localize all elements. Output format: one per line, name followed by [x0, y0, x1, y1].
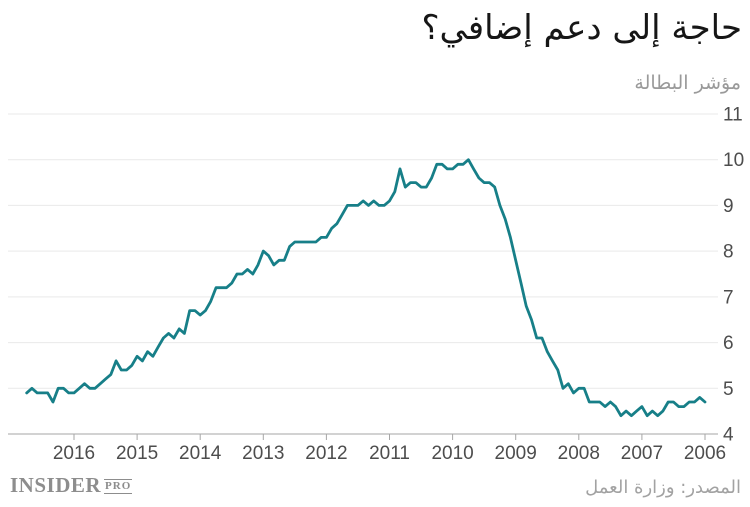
x-tick-label: 2007	[621, 443, 663, 464]
y-axis-title: مؤشر البطالة	[634, 72, 741, 94]
x-tick-label: 2013	[242, 443, 284, 464]
page-title: حاجة إلى دعم إضافي؟	[421, 8, 742, 48]
x-tick-label: 2016	[53, 443, 95, 464]
insider-pro-logo: INSIDER PRO	[10, 473, 133, 497]
y-tick-label: 4	[723, 425, 734, 446]
x-tick-label: 2014	[179, 443, 222, 464]
logo-insider-text: INSIDER	[10, 473, 102, 497]
x-tick-label: 2008	[558, 443, 600, 464]
y-tick-label: 7	[723, 287, 734, 308]
y-tick-label: 8	[723, 242, 734, 263]
x-tick-label: 2010	[431, 443, 473, 464]
source-note: المصدر: وزارة العمل	[585, 477, 741, 498]
y-tick-label: 5	[723, 379, 734, 400]
x-tick-label: 2006	[684, 443, 726, 464]
x-tick-label: 2012	[305, 443, 347, 464]
x-tick-label: 2015	[116, 443, 158, 464]
x-tick-label: 2009	[495, 443, 537, 464]
y-tick-label: 9	[723, 196, 734, 217]
data-line-series	[25, 158, 707, 418]
y-tick-label: 6	[723, 333, 734, 354]
x-tick-label: 2011	[369, 443, 410, 464]
y-tick-label: 10	[723, 150, 744, 171]
y-tick-label: 11	[723, 105, 743, 126]
logo-pro-text: PRO	[104, 479, 133, 494]
